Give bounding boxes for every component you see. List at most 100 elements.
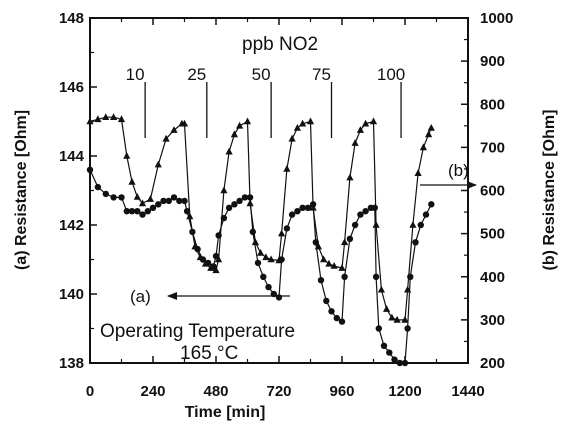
data-point-triangle bbox=[128, 177, 136, 185]
axis-ticks bbox=[89, 17, 469, 364]
data-point-circle bbox=[362, 208, 369, 215]
data-point-circle bbox=[110, 194, 117, 201]
data-point-triangle bbox=[138, 199, 147, 207]
arrow-a-label: (a) bbox=[130, 287, 151, 306]
y-right-tick-label: 200 bbox=[480, 355, 505, 372]
data-point-circle bbox=[391, 356, 398, 363]
data-point-triangle bbox=[102, 113, 110, 120]
data-point-triangle bbox=[419, 143, 427, 151]
data-point-triangle bbox=[309, 203, 317, 211]
data-point-triangle bbox=[146, 195, 154, 202]
data-point-circle bbox=[371, 204, 378, 211]
data-point-circle bbox=[134, 208, 141, 215]
data-point-circle bbox=[254, 259, 262, 267]
data-point-triangle bbox=[341, 238, 349, 246]
data-point-triangle bbox=[393, 315, 401, 323]
data-point-circle bbox=[341, 273, 348, 280]
data-point-circle bbox=[225, 204, 233, 211]
data-point-triangle bbox=[257, 249, 265, 256]
data-point-circle bbox=[375, 325, 382, 332]
data-point-triangle bbox=[86, 117, 94, 125]
data-point-triangle bbox=[401, 315, 409, 323]
data-point-triangle bbox=[314, 242, 322, 250]
data-point-triangle bbox=[230, 130, 238, 138]
y-right-tick-label: 800 bbox=[480, 96, 505, 113]
data-point-triangle bbox=[123, 152, 131, 159]
data-point-circle bbox=[231, 201, 238, 208]
y-left-tick-label: 148 bbox=[59, 10, 84, 27]
data-point-triangle bbox=[293, 124, 301, 131]
data-point-circle bbox=[422, 211, 430, 218]
data-point-circle bbox=[123, 208, 130, 215]
data-point-circle bbox=[294, 208, 301, 215]
data-point-triangle bbox=[215, 255, 223, 263]
data-point-triangle bbox=[236, 121, 244, 129]
data-point-circle bbox=[155, 201, 162, 208]
data-point-circle bbox=[372, 273, 380, 280]
data-point-circle bbox=[165, 197, 172, 205]
x-tick-label: 1440 bbox=[451, 383, 484, 400]
data-point-circle bbox=[357, 211, 364, 218]
annotation-title: ppb NO2 bbox=[242, 34, 318, 55]
data-point-triangle bbox=[425, 130, 433, 138]
data-point-circle bbox=[412, 239, 419, 246]
data-point-triangle bbox=[356, 126, 364, 133]
data-point-triangle bbox=[267, 255, 275, 263]
data-point-triangle bbox=[404, 285, 412, 293]
data-point-circle bbox=[94, 183, 102, 191]
y-left-tick-label: 144 bbox=[59, 148, 85, 165]
data-point-triangle bbox=[212, 266, 220, 274]
data-point-circle bbox=[299, 204, 306, 211]
data-point-circle bbox=[333, 314, 340, 322]
data-point-circle bbox=[328, 308, 335, 315]
data-point-triangle bbox=[278, 229, 286, 237]
data-point-triangle bbox=[325, 259, 333, 267]
data-point-triangle bbox=[275, 256, 283, 264]
y-left-tick-label: 142 bbox=[59, 217, 84, 234]
data-point-circle bbox=[283, 225, 291, 232]
y-right-tick-label: 1000 bbox=[480, 10, 513, 27]
data-point-triangle bbox=[346, 173, 354, 181]
axis-tick-labels: 0 240 480 720 960 1200 1440 138 140 142 144 146 148 2… bbox=[59, 10, 513, 400]
data-point-triangle bbox=[362, 119, 370, 127]
data-point-triangle bbox=[427, 124, 435, 131]
data-point-triangle bbox=[351, 139, 359, 146]
data-point-circle bbox=[236, 197, 243, 205]
data-point-circle bbox=[149, 204, 157, 211]
data-point-triangle bbox=[283, 164, 291, 172]
data-point-triangle bbox=[207, 264, 215, 271]
data-point-circle bbox=[86, 166, 94, 173]
data-point-circle bbox=[404, 325, 411, 332]
data-point-circle bbox=[128, 208, 136, 215]
concentration-label: 50 bbox=[252, 65, 271, 84]
data-point-circle bbox=[275, 294, 283, 301]
y-right-tick-label: 700 bbox=[480, 139, 505, 156]
data-point-triangle bbox=[170, 126, 178, 133]
data-point-triangle bbox=[369, 117, 378, 125]
data-point-triangle bbox=[180, 119, 189, 127]
data-point-triangle bbox=[162, 134, 170, 142]
y-right-tick-label: 900 bbox=[480, 53, 505, 70]
x-tick-label: 960 bbox=[329, 383, 354, 400]
data-point-triangle bbox=[225, 147, 233, 155]
data-point-triangle bbox=[154, 160, 162, 168]
data-point-triangle bbox=[191, 242, 199, 250]
data-point-circle bbox=[380, 342, 388, 349]
data-point-circle bbox=[118, 194, 125, 201]
concentration-label: 10 bbox=[126, 65, 145, 84]
series-b bbox=[86, 113, 435, 323]
data-point-circle bbox=[386, 349, 393, 356]
data-point-triangle bbox=[251, 238, 259, 246]
operating-temperature-value: 165 °C bbox=[180, 343, 238, 364]
series-a bbox=[86, 166, 435, 367]
data-point-triangle bbox=[196, 253, 204, 261]
data-point-circle bbox=[323, 297, 330, 305]
x-tick-label: 480 bbox=[203, 383, 228, 400]
data-point-triangle bbox=[201, 259, 210, 267]
data-point-circle bbox=[396, 359, 403, 367]
data-point-circle bbox=[428, 201, 435, 208]
data-point-circle bbox=[351, 221, 359, 229]
y-right-tick-label: 500 bbox=[480, 226, 505, 243]
data-point-circle bbox=[241, 194, 249, 201]
